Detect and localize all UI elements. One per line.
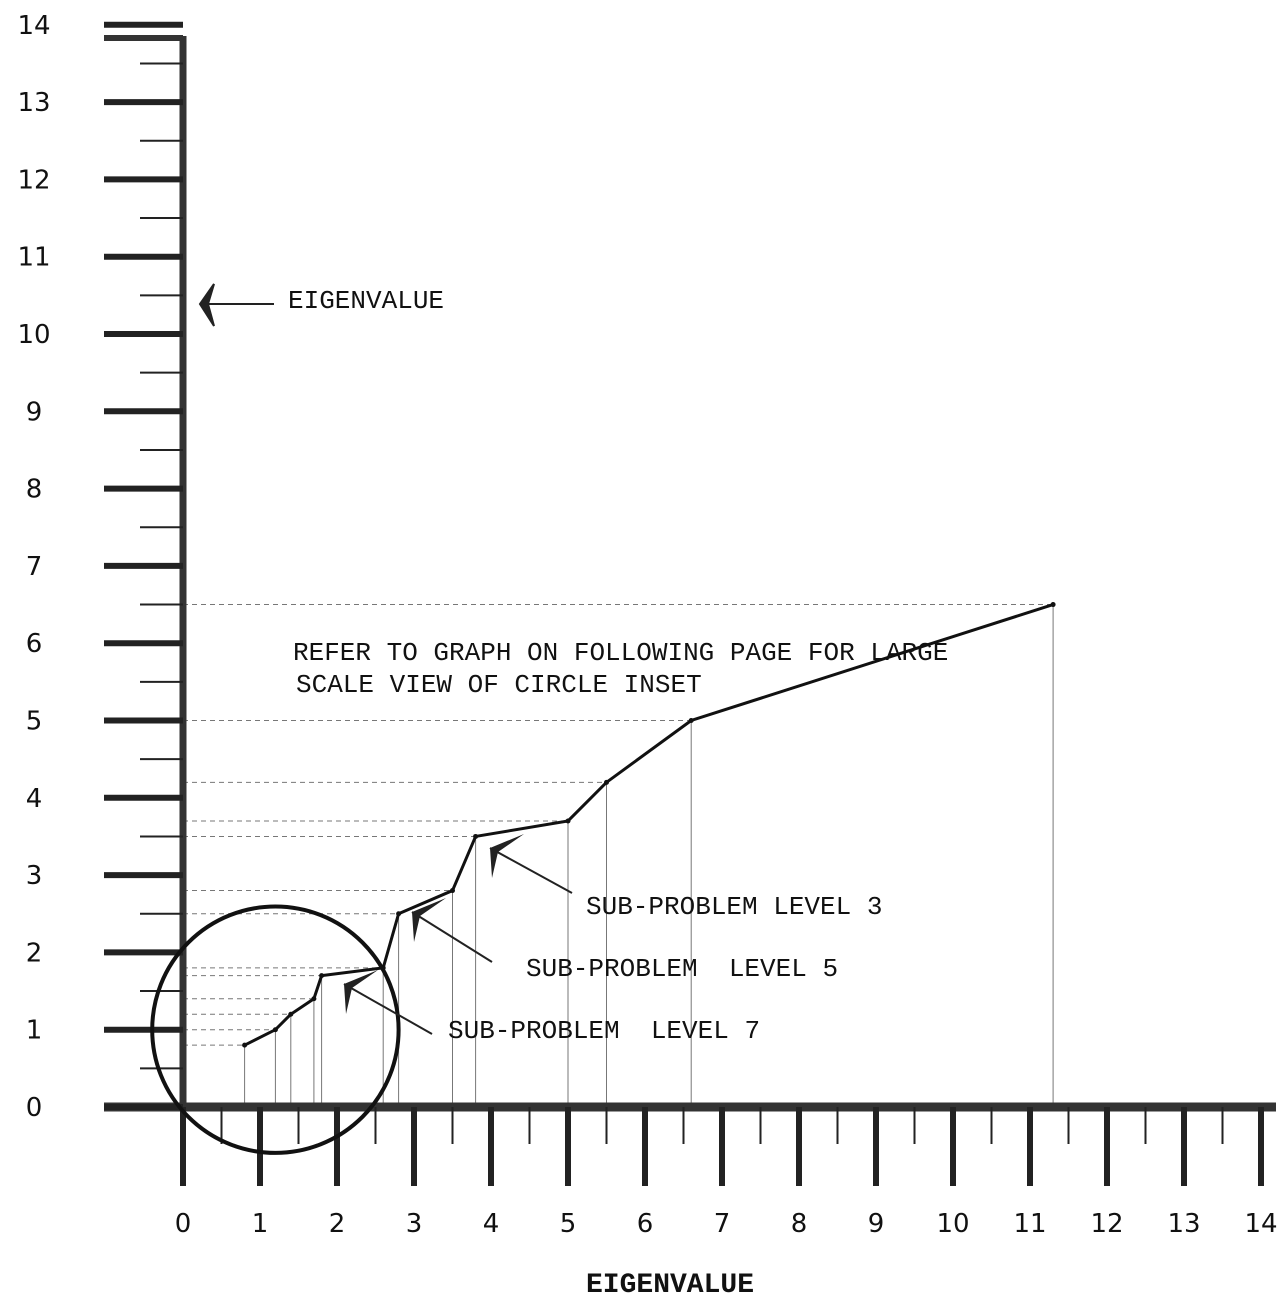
inset-note-line-1: REFER TO GRAPH ON FOLLOWING PAGE FOR LAR… bbox=[293, 638, 948, 668]
x-tick-label: 5 bbox=[560, 1209, 577, 1239]
x-tick-label: 6 bbox=[637, 1209, 654, 1239]
x-tick-label: 1 bbox=[252, 1209, 269, 1239]
y-tick-label: 1 bbox=[26, 1016, 43, 1046]
x-tick-label: 13 bbox=[1167, 1209, 1200, 1239]
y-tick-label: 7 bbox=[26, 552, 43, 582]
x-tick-label: 3 bbox=[406, 1209, 423, 1239]
y-axis-label: EIGENVALUE bbox=[288, 286, 444, 316]
x-tick-label: 7 bbox=[714, 1209, 731, 1239]
x-tick-label: 0 bbox=[175, 1209, 192, 1239]
y-tick-label: 0 bbox=[26, 1093, 43, 1123]
y-tick-label: 8 bbox=[26, 475, 43, 505]
x-tick-label: 14 bbox=[1244, 1209, 1277, 1239]
y-tick-label: 13 bbox=[17, 88, 50, 118]
series-point bbox=[319, 973, 325, 979]
inset-circle bbox=[150, 904, 401, 1155]
sub-problem-level-7-arrow-head bbox=[344, 970, 378, 1014]
sub-problem-level-5-arrow-line bbox=[411, 911, 493, 963]
x-tick-label: 10 bbox=[936, 1209, 969, 1239]
x-tick-label: 4 bbox=[483, 1209, 500, 1239]
reference-lines bbox=[183, 604, 1054, 1107]
y-tick-label: 5 bbox=[26, 707, 43, 737]
annotation-arrows bbox=[198, 283, 573, 1035]
y-tick-label: 3 bbox=[26, 861, 43, 891]
x-axis-label: EIGENVALUE bbox=[586, 1270, 754, 1301]
series-point bbox=[688, 718, 694, 723]
y-tick-label: 12 bbox=[17, 165, 50, 195]
y-tick-label: 9 bbox=[26, 397, 43, 427]
series-point bbox=[272, 1027, 278, 1033]
series-point bbox=[396, 911, 402, 917]
sub-problem-level-3-arrow-head bbox=[490, 834, 524, 878]
sub-problem-level-7-label: SUB-PROBLEM LEVEL 7 bbox=[448, 1016, 760, 1046]
x-tick-label: 11 bbox=[1013, 1209, 1046, 1239]
sub-problem-level-3-arrow-line bbox=[489, 847, 573, 894]
y-tick-label: 11 bbox=[17, 243, 50, 273]
series-point bbox=[565, 818, 571, 824]
series-point bbox=[242, 1042, 248, 1048]
series-point bbox=[604, 779, 609, 785]
series-point bbox=[288, 1011, 294, 1017]
x-tick-label: 2 bbox=[329, 1209, 346, 1239]
sub-problem-level-5-arrow-head bbox=[412, 898, 446, 942]
sub-problem-level-7-arrow-line bbox=[343, 983, 433, 1035]
axes bbox=[104, 35, 1276, 1112]
x-tick-label: 12 bbox=[1090, 1209, 1123, 1239]
sub-problem-level-5-label: SUB-PROBLEM LEVEL 5 bbox=[526, 954, 838, 984]
data-series bbox=[150, 602, 1056, 1155]
y-tick-label: 2 bbox=[26, 938, 43, 968]
y-tick-label: 4 bbox=[26, 784, 43, 814]
y-tick-label: 10 bbox=[17, 320, 50, 350]
y-tick-label: 14 bbox=[17, 11, 50, 41]
series-point bbox=[311, 996, 317, 1002]
inset-note-line-2: SCALE VIEW OF CIRCLE INSET bbox=[296, 670, 702, 700]
y-tick-label: 6 bbox=[26, 629, 43, 659]
series-point bbox=[1050, 602, 1056, 608]
sub-problem-level-3-label: SUB-PROBLEM LEVEL 3 bbox=[586, 892, 882, 922]
series-point bbox=[450, 888, 455, 894]
series-point bbox=[473, 833, 479, 839]
x-tick-label: 9 bbox=[868, 1209, 885, 1239]
axis-label-arrowhead bbox=[198, 283, 215, 327]
axis-ticks bbox=[104, 21, 1264, 1186]
x-tick-label: 8 bbox=[791, 1209, 808, 1239]
